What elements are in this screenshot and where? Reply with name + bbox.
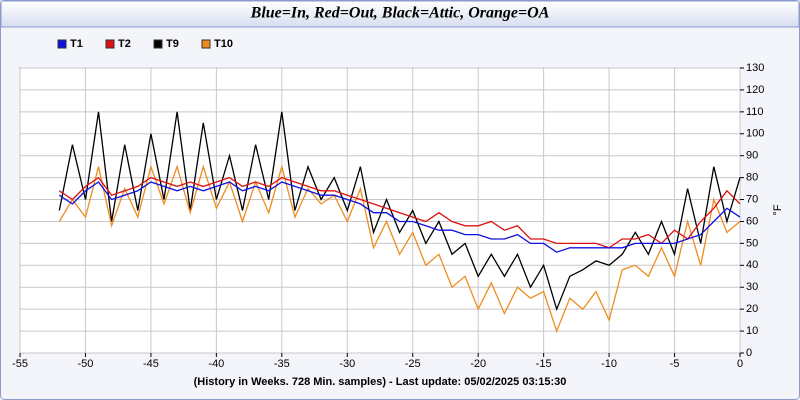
x-tick-label: -45	[143, 358, 159, 370]
y-tick-label: 110	[746, 106, 764, 118]
plot-area	[19, 67, 741, 354]
x-tick-label: -30	[339, 358, 355, 370]
y-tick-label: 90	[746, 150, 758, 162]
y-tick-label: 70	[746, 193, 758, 205]
title-bar	[0, 0, 800, 28]
y-tick-label: 0	[746, 347, 752, 359]
y-tick-label: 50	[746, 237, 758, 249]
y-axis-label: °F	[772, 204, 784, 215]
y-tick-label: 60	[746, 215, 758, 227]
x-tick-label: -25	[405, 358, 421, 370]
x-tick-label: -40	[208, 358, 224, 370]
x-tick-label: -20	[470, 358, 486, 370]
y-tick-label: 20	[746, 303, 758, 315]
legend-swatch	[105, 39, 115, 49]
y-tick-label: 130	[746, 62, 764, 74]
x-tick-label: -55	[12, 358, 28, 370]
y-tick-label: 10	[746, 325, 758, 337]
y-tick-label: 120	[746, 84, 764, 96]
x-tick-label: -5	[670, 358, 680, 370]
y-tick-label: 80	[746, 172, 758, 184]
y-tick-label: 30	[746, 281, 758, 293]
x-tick-label: -35	[274, 358, 290, 370]
chart-title: Blue=In, Red=Out, Black=Attic, Orange=OA	[250, 5, 550, 22]
series-line	[58, 176, 741, 249]
x-tick-label: -50	[78, 358, 94, 370]
x-tick-label: -10	[601, 358, 617, 370]
legend-label: T10	[214, 38, 233, 50]
legend-swatch	[57, 39, 67, 49]
y-tick-label: 40	[746, 259, 758, 271]
series-line	[58, 164, 741, 333]
x-tick-label: 0	[737, 358, 743, 370]
legend-label: T9	[166, 38, 179, 50]
legend-swatch	[201, 39, 211, 49]
legend-label: T2	[118, 38, 131, 50]
x-axis-label: (History in Weeks. 728 Min. samples) - L…	[194, 376, 567, 388]
legend-swatch	[153, 39, 163, 49]
x-tick-label: -15	[536, 358, 552, 370]
legend-label: T1	[70, 38, 83, 50]
series-line	[58, 181, 741, 253]
y-tick-label: 100	[746, 128, 764, 140]
